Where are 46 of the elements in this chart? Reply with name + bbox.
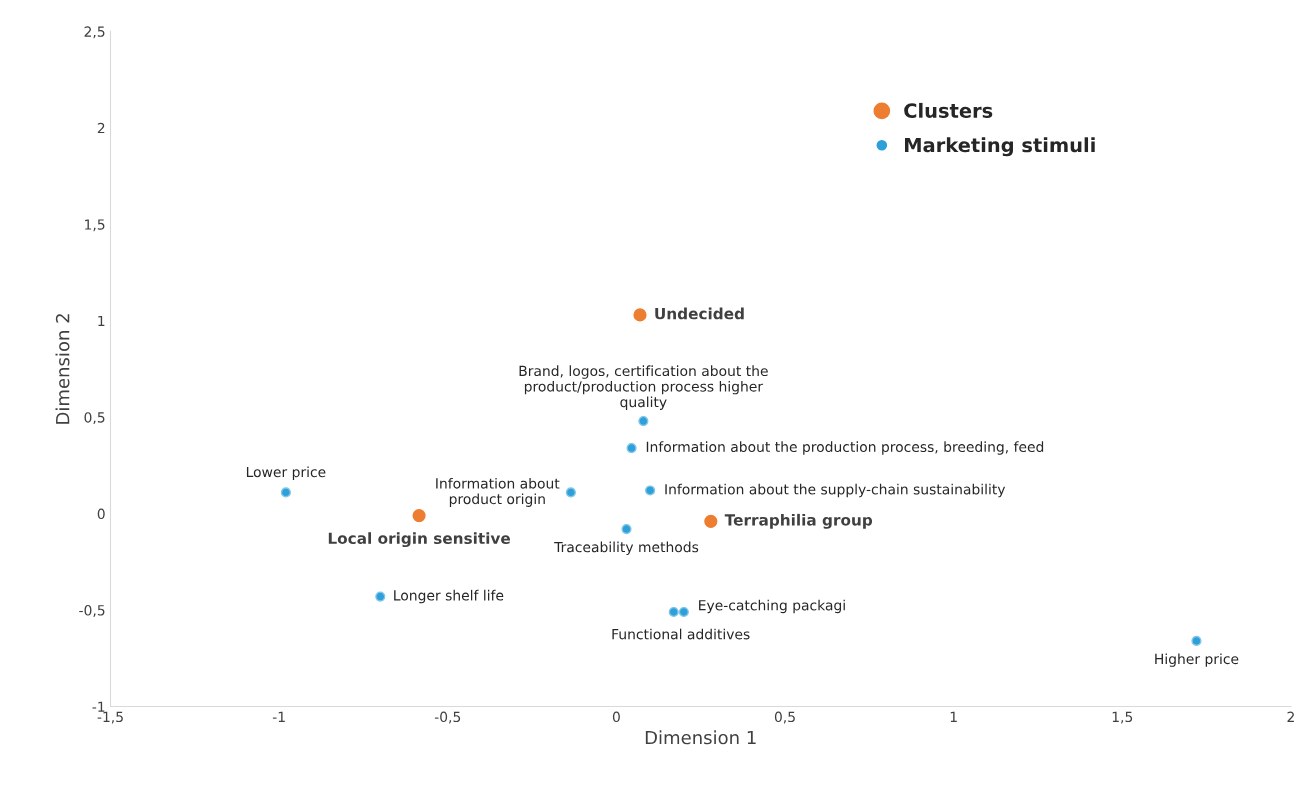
legend-label: Marketing stimuli: [905, 137, 1095, 157]
point: [621, 523, 632, 535]
annotation: Information about product origin: [436, 477, 560, 507]
x-tick-label: -1,5: [97, 711, 123, 724]
x-axis-title: Dimension 1: [645, 730, 756, 745]
y-tick-label: 2: [97, 122, 105, 134]
point: [678, 606, 689, 618]
point: [702, 513, 719, 530]
point: [638, 415, 649, 427]
annotation: Eye-catching packagi: [699, 599, 845, 614]
point: [668, 606, 679, 618]
annotation: Local origin sensitive: [328, 532, 511, 548]
point: [280, 487, 291, 498]
x-tick-label: 2: [1287, 711, 1294, 722]
x-tick-label: 1,5: [1112, 711, 1133, 724]
y-axis-title: Dimension 2: [55, 314, 70, 424]
x-tick-label: 1: [950, 711, 957, 722]
annotation: Brand, logos, certification about the product/production process higher quality: [519, 365, 768, 410]
annotation: Lower price: [246, 466, 326, 480]
annotation: Undecided: [655, 307, 744, 320]
y-tick-label: 1: [98, 315, 105, 327]
annotation: Terraphilia group: [724, 513, 873, 529]
y-tick-label: 2,5: [84, 26, 105, 39]
point: [626, 442, 637, 454]
y-tick-label: 0,5: [84, 412, 105, 425]
point: [632, 306, 648, 323]
annotation: Information about the production process, breeding, feed: [646, 441, 1044, 455]
annotation: Information about the supply-chain sustainability: [665, 483, 1006, 498]
x-tick-label: -1: [272, 711, 285, 722]
annotation: Higher price: [1155, 653, 1239, 667]
x-tick-label: 0: [612, 711, 620, 723]
x-tick-label: 0,5: [774, 711, 795, 724]
y-tick-label: -0,5: [79, 605, 105, 617]
x-tick-label: -0,5: [434, 711, 461, 724]
annotation: Functional additives: [612, 628, 750, 640]
point: [411, 507, 428, 524]
point: [1191, 635, 1202, 647]
point: [565, 487, 576, 498]
y-tick-label: -1: [92, 701, 105, 712]
y-tick-label: 1,5: [85, 219, 105, 232]
point: [375, 591, 386, 602]
legend-label: Clusters: [904, 102, 993, 118]
y-tick-label: 0: [97, 508, 105, 520]
annotation: Traceability methods: [554, 541, 699, 555]
annotation: Longer shelf life: [394, 589, 504, 604]
point: [645, 485, 656, 496]
